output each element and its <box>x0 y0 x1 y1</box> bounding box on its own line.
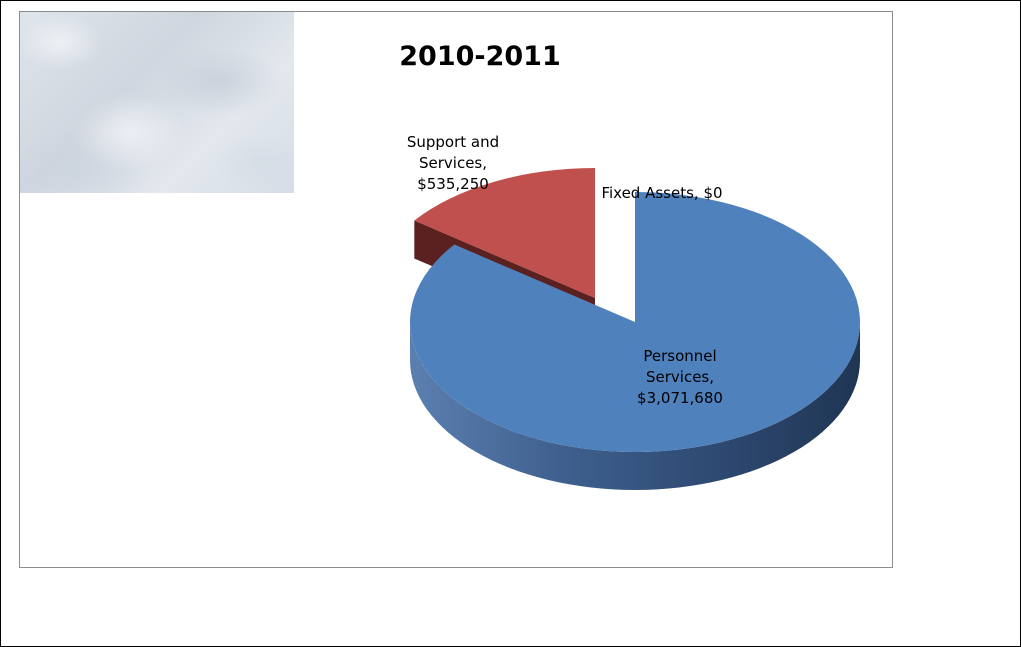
slice-personnel-services <box>409 192 861 490</box>
data-label-support-and-services: Support and Services, $535,250 <box>407 133 499 193</box>
slices-layer <box>409 168 861 490</box>
data-label-line: Fixed Assets, $0 <box>601 184 722 202</box>
data-label-line: Services, <box>646 368 714 386</box>
data-label-personnel-services: Personnel Services, $3,071,680 <box>637 347 723 407</box>
cloud-sky-image <box>20 12 294 193</box>
data-label-line: $3,071,680 <box>637 389 723 407</box>
slice-top <box>409 192 861 453</box>
chart-title: 2010-2011 <box>399 41 561 72</box>
pie-chart: 2010-2011 Personnel Services, $3,071,680 Su… <box>399 41 861 490</box>
data-label-line: Support and <box>407 133 499 151</box>
data-label-fixed-assets: Fixed Assets, $0 <box>601 184 722 202</box>
chart-area: 2010-2011 Personnel Services, $3,071,680 Su… <box>19 11 893 568</box>
data-label-line: Services, <box>419 154 487 172</box>
data-label-line: $535,250 <box>417 175 489 193</box>
slice-side-wall <box>410 322 860 490</box>
data-label-line: Personnel <box>643 347 716 365</box>
slice-top <box>414 168 595 298</box>
